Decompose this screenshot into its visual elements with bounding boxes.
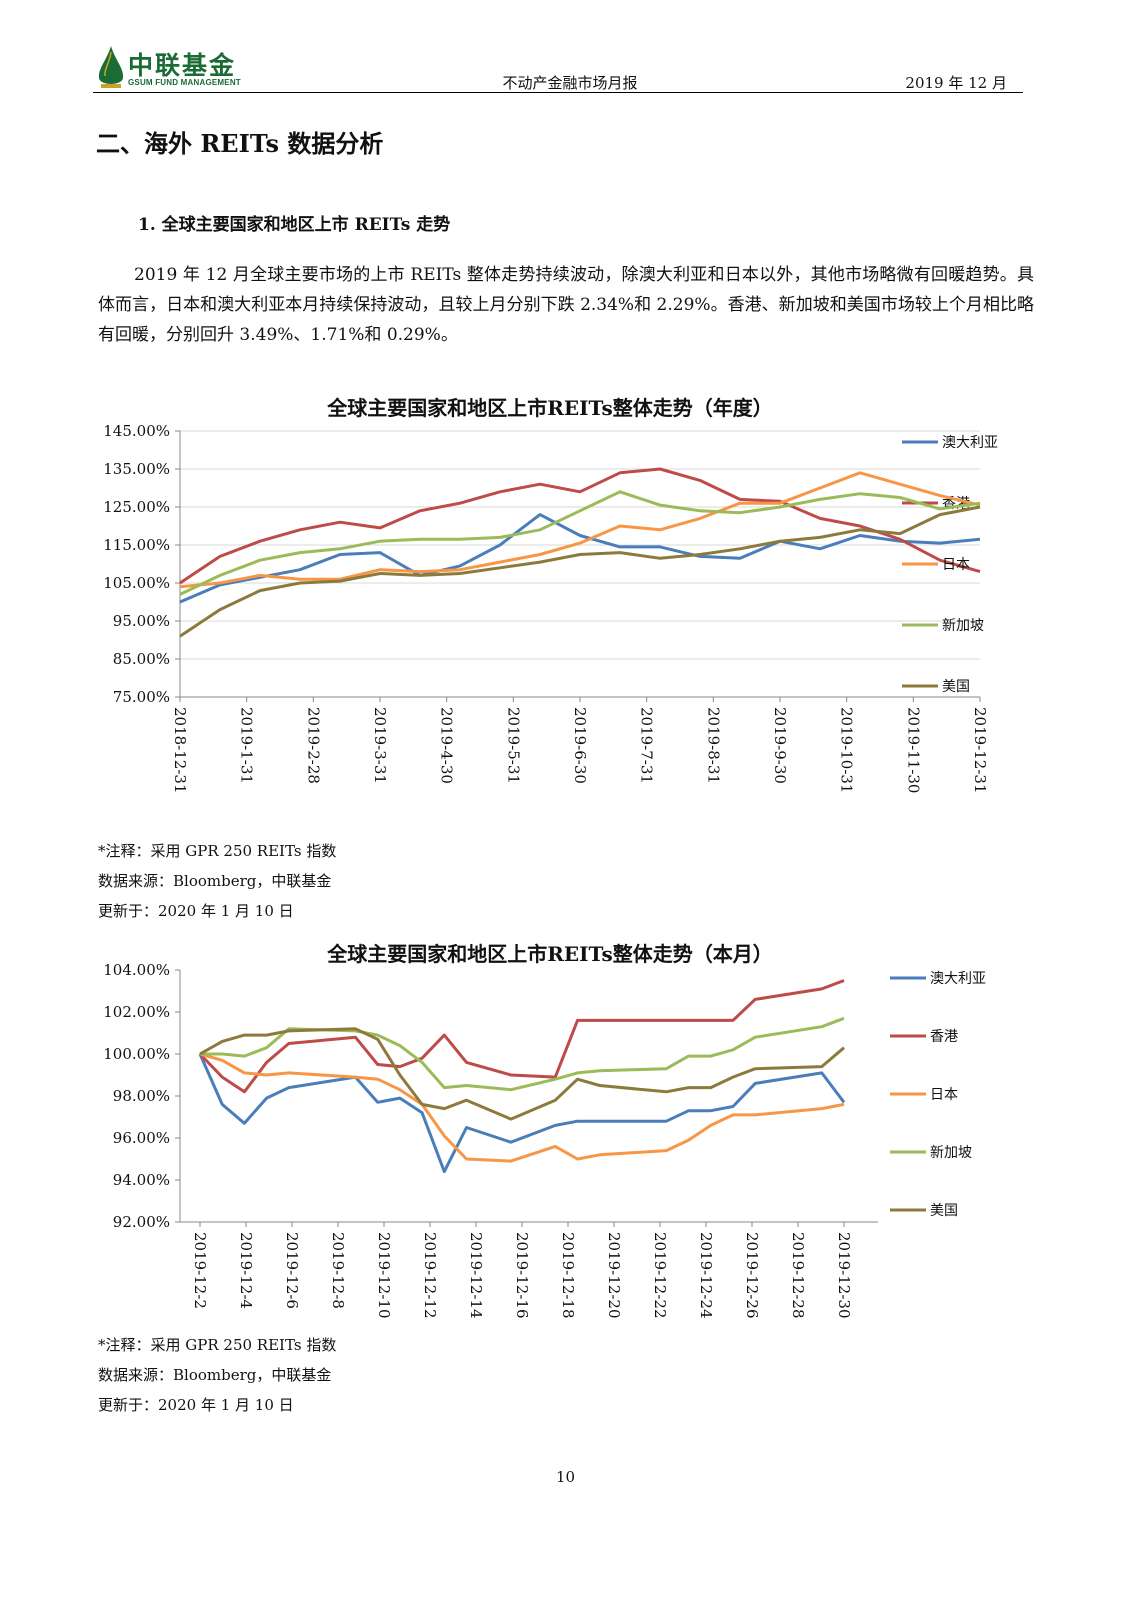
chart1-updated: 更新于：2020 年 1 月 10 日 bbox=[98, 902, 294, 920]
x-tick-label: 2019-10-31 bbox=[838, 707, 856, 793]
y-tick-label: 104.00% bbox=[103, 961, 170, 979]
x-tick-label: 2019-12-24 bbox=[697, 1232, 715, 1318]
x-tick-label: 2019-1-31 bbox=[238, 707, 256, 784]
x-tick-label: 2019-12-12 bbox=[421, 1232, 439, 1318]
series-line-singapore bbox=[200, 1016, 845, 1092]
chart1-note: *注释：采用 GPR 250 REITs 指数 bbox=[98, 842, 337, 860]
legend-label-australia: 澳大利亚 bbox=[930, 971, 986, 987]
x-tick-label: 2019-12-31 bbox=[971, 707, 989, 793]
x-tick-label: 2019-8-31 bbox=[704, 707, 722, 784]
y-tick-label: 145.00% bbox=[103, 422, 170, 440]
body-paragraph: 2019 年 12 月全球主要市场的上市 REITs 整体走势持续波动，除澳大利… bbox=[98, 265, 1034, 345]
annual-line-chart: 145.00% 135.00% 125.00% 115.00% 105.00% 95.00… bbox=[103, 422, 998, 793]
series-line-singapore bbox=[179, 490, 981, 596]
x-tick-label: 2019-12-10 bbox=[375, 1232, 393, 1318]
x-tick-label: 2019-5-31 bbox=[504, 707, 522, 784]
y-tick-label: 85.00% bbox=[113, 650, 170, 668]
page-number: 10 bbox=[555, 1468, 576, 1486]
monthly-line-chart: 104.00% 102.00% 100.00% 98.00% 96.00% 94.00% 9… bbox=[103, 961, 986, 1318]
series-line-hongkong bbox=[198, 979, 845, 1094]
series-line-usa bbox=[199, 1027, 845, 1121]
series-line-australia bbox=[198, 1053, 846, 1174]
chart1-title: 全球主要国家和地区上市REITs整体走势（年度） bbox=[327, 396, 773, 420]
legend-label-singapore: 新加坡 bbox=[930, 1145, 972, 1161]
chart1-notes: *注释：采用 GPR 250 REITs 指数 数据来源：Bloomberg，中… bbox=[98, 836, 336, 926]
x-tick-label: 2019-12-4 bbox=[237, 1232, 255, 1309]
x-tick-label: 2019-12-20 bbox=[605, 1232, 623, 1318]
legend-label-singapore: 新加坡 bbox=[942, 618, 984, 634]
y-tick-label: 94.00% bbox=[113, 1171, 170, 1189]
logo-icon bbox=[98, 46, 124, 88]
x-tick-label: 2019-9-30 bbox=[771, 707, 789, 784]
legend-label-japan: 日本 bbox=[930, 1087, 958, 1103]
x-tick-label: 2019-12-26 bbox=[743, 1232, 761, 1318]
y-tick-label: 115.00% bbox=[103, 536, 170, 554]
x-tick-label: 2019-12-2 bbox=[191, 1232, 209, 1309]
y-tick-label: 125.00% bbox=[103, 498, 170, 516]
x-tick-label: 2019-6-30 bbox=[571, 707, 589, 784]
y-tick-label: 92.00% bbox=[113, 1213, 170, 1231]
series-line-australia bbox=[179, 513, 981, 604]
series-line-japan bbox=[179, 471, 981, 589]
x-tick-label: 2019-12-18 bbox=[559, 1232, 577, 1318]
chart2-updated: 更新于：2020 年 1 月 10 日 bbox=[98, 1396, 294, 1414]
y-tick-label: 98.00% bbox=[113, 1087, 170, 1105]
series-line-japan bbox=[199, 1052, 845, 1163]
series-line-usa bbox=[179, 505, 981, 638]
chart2-source: 数据来源：Bloomberg，中联基金 bbox=[98, 1366, 332, 1384]
y-tick-label: 100.00% bbox=[103, 1045, 170, 1063]
x-tick-label: 2019-4-30 bbox=[438, 707, 456, 784]
x-tick-label: 2019-12-16 bbox=[513, 1232, 531, 1318]
x-tick-label: 2018-12-31 bbox=[171, 707, 189, 793]
x-tick-label: 2019-12-6 bbox=[283, 1232, 301, 1309]
section-title: 二、海外 REITs 数据分析 bbox=[96, 129, 384, 158]
x-tick-label: 2019-12-8 bbox=[329, 1232, 347, 1309]
chart2-note: *注释：采用 GPR 250 REITs 指数 bbox=[98, 1336, 337, 1354]
x-tick-label: 2019-12-22 bbox=[651, 1232, 669, 1318]
x-tick-label: 2019-3-31 bbox=[371, 707, 389, 784]
sub-title: 1. 全球主要国家和地区上市 REITs 走势 bbox=[138, 215, 451, 235]
x-tick-label: 2019-11-30 bbox=[904, 707, 922, 793]
x-tick-label: 2019-12-28 bbox=[789, 1232, 807, 1318]
legend-label-australia: 澳大利亚 bbox=[942, 435, 998, 451]
logo-text: 中联基金 bbox=[128, 51, 237, 80]
chart2-notes: *注释：采用 GPR 250 REITs 指数 数据来源：Bloomberg，中… bbox=[98, 1330, 336, 1420]
y-tick-label: 135.00% bbox=[103, 460, 170, 478]
y-tick-label: 102.00% bbox=[103, 1003, 170, 1021]
legend-label-japan: 日本 bbox=[942, 557, 970, 573]
header-divider bbox=[93, 92, 1023, 93]
y-tick-label: 105.00% bbox=[103, 574, 170, 592]
y-tick-label: 96.00% bbox=[113, 1129, 170, 1147]
y-tick-label: 95.00% bbox=[113, 612, 170, 630]
x-tick-label: 2019-12-14 bbox=[467, 1232, 485, 1318]
y-tick-label: 75.00% bbox=[113, 688, 170, 706]
x-tick-label: 2019-12-30 bbox=[835, 1232, 853, 1318]
legend-label-usa: 美国 bbox=[930, 1203, 958, 1219]
report-title: 不动产金融市场月报 bbox=[502, 74, 638, 92]
logo-subtext: GSUM FUND MANAGEMENT bbox=[128, 78, 241, 87]
series-line-hongkong bbox=[179, 467, 981, 585]
chart2-title: 全球主要国家和地区上市REITs整体走势（本月） bbox=[327, 942, 773, 966]
legend-label-usa: 美国 bbox=[942, 679, 970, 695]
chart1-source: 数据来源：Bloomberg，中联基金 bbox=[98, 872, 332, 890]
report-date: 2019 年 12 月 bbox=[905, 74, 1007, 92]
x-tick-label: 2019-2-28 bbox=[304, 707, 322, 784]
x-tick-label: 2019-7-31 bbox=[638, 707, 656, 784]
legend-label-hongkong: 香港 bbox=[930, 1029, 958, 1045]
